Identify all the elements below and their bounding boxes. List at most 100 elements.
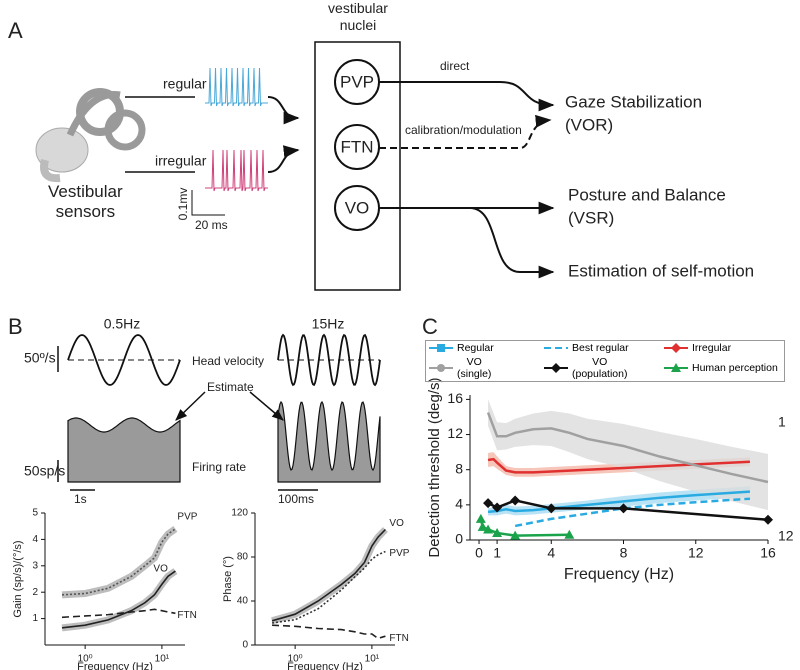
- trace-label: Head velocity: [192, 354, 264, 368]
- y-tick-label: 8: [455, 460, 463, 476]
- pathway-label: direct: [440, 59, 470, 73]
- y-tick-label: 12: [447, 425, 463, 441]
- series-line: [61, 528, 176, 596]
- data-point: [618, 503, 629, 514]
- output-label: (VSR): [568, 208, 614, 227]
- series-label: PVP: [389, 548, 409, 559]
- series-line: [479, 518, 570, 537]
- legend-item: Regular: [428, 342, 543, 354]
- legend-swatch: [664, 343, 688, 353]
- output-label: Posture and Balance: [568, 185, 726, 204]
- spike-traces: [205, 67, 268, 192]
- data-point: [763, 514, 773, 525]
- y-tick-label: 2: [32, 587, 38, 598]
- scale-bar: [191, 190, 225, 216]
- x-axis-label: Frequency (Hz): [77, 661, 153, 670]
- arrow: [379, 114, 552, 149]
- x-tick-label: 1: [493, 545, 501, 561]
- arrow: [267, 96, 300, 125]
- nucleus-label: FTN: [340, 137, 373, 156]
- y-tick-label: 3: [32, 560, 38, 571]
- y-tick-label: 4: [32, 534, 38, 545]
- scale-label: 50º/s: [24, 350, 56, 366]
- legend: Regular Best regular Irregular VO (single) V…: [425, 340, 785, 382]
- x-axis-label: Frequency (Hz): [564, 566, 674, 583]
- legend-swatch: [429, 364, 453, 372]
- x-tick-label: 10⁰: [78, 654, 93, 665]
- legend-swatch: [429, 344, 453, 352]
- inner-ear-icon: [35, 88, 146, 183]
- x-tick-label: 10¹: [155, 654, 170, 665]
- y-tick-label: 0: [242, 640, 248, 651]
- arrow: [249, 391, 284, 421]
- firing-rate: [67, 417, 181, 483]
- series-line: [271, 550, 386, 624]
- y-tick-label: 16: [447, 390, 463, 406]
- sensor-label: Vestibular sensors: [48, 182, 123, 221]
- x-tick-label: 16: [760, 545, 776, 561]
- legend-item: VO (population): [543, 356, 663, 380]
- series-label: PVP: [177, 511, 197, 522]
- pathway-label: calibration/modulation: [405, 123, 522, 137]
- input-label: regular: [163, 76, 207, 92]
- condition-label: 0.5Hz: [104, 316, 141, 332]
- series-line: [61, 570, 176, 629]
- waveforms: [67, 333, 381, 483]
- data-point: [492, 502, 503, 513]
- legend-marker: [437, 344, 445, 352]
- x-tick-label: 4: [547, 545, 555, 561]
- y-axis-label: Phase (°): [222, 556, 234, 602]
- data-point: [564, 529, 575, 539]
- x-axis-label: Frequency (Hz): [287, 661, 363, 670]
- spike-trace: [205, 67, 268, 107]
- output-label: (VOR): [565, 115, 613, 134]
- y-axis-label: Detection threshold (deg/s): [426, 377, 443, 557]
- scale-label: 20 ms: [195, 218, 228, 232]
- series-line: [271, 528, 386, 622]
- panel-label: C: [422, 314, 438, 339]
- arrow: [175, 391, 206, 421]
- legend-label: Irregular: [692, 342, 732, 354]
- legend-marker: [671, 343, 681, 353]
- y-tick-label: 80: [237, 552, 249, 563]
- scale-label: 100ms: [278, 492, 314, 506]
- scale-label: 0.1mv: [176, 188, 190, 221]
- y-axis-label: Gain (sp/s)/(°/s): [12, 540, 24, 617]
- legend-label: VO (single): [457, 356, 492, 380]
- data-point: [475, 513, 486, 523]
- x-tick-label: 12: [688, 545, 704, 561]
- x-tick-label: 10¹: [365, 654, 380, 665]
- data-point: [546, 503, 557, 514]
- series-label: FTN: [177, 610, 196, 621]
- y-tick-label: 5: [32, 508, 38, 519]
- condition-label: 15Hz: [312, 316, 345, 332]
- legend-marker: [551, 363, 561, 373]
- scale-label: 1s: [74, 492, 87, 506]
- legend-item: Human perception: [663, 362, 788, 374]
- series-line: [486, 412, 769, 484]
- data-point: [483, 498, 494, 509]
- series-line: [487, 457, 750, 474]
- legend-marker: [671, 363, 681, 372]
- legend-item: Irregular: [663, 342, 788, 354]
- series-line: [514, 497, 751, 528]
- scale-label: 50sp/s: [24, 463, 65, 479]
- arrow: [379, 81, 555, 112]
- x-tick-label: 0: [475, 545, 483, 561]
- panel-label: A: [8, 18, 23, 43]
- output-label: Estimation of self-motion: [568, 261, 754, 280]
- arrow: [469, 207, 555, 279]
- legend-item: Best regular: [543, 342, 663, 354]
- nuclei-title: vestibular nuclei: [328, 0, 388, 33]
- y-tick-label: 120: [231, 508, 248, 519]
- nucleus-label: VO: [345, 198, 370, 217]
- legend-swatch: [544, 363, 568, 373]
- x-tick-label: 10⁰: [288, 654, 303, 665]
- input-label: irregular: [155, 153, 207, 169]
- arrow: [267, 145, 300, 173]
- data-point: [483, 524, 494, 534]
- spike-trace: [205, 149, 268, 192]
- trace-label: Firing rate: [192, 460, 246, 474]
